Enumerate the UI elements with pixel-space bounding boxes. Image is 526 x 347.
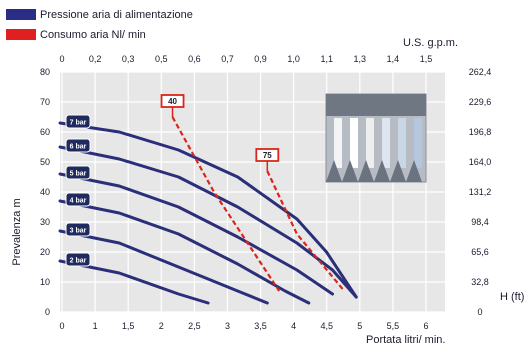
- series-badge: [65, 252, 91, 267]
- x-axis-title: Portata litri/ min.: [366, 334, 445, 346]
- x-tick-label: 6: [423, 321, 428, 331]
- y2-axis-title: H (ft): [500, 291, 524, 303]
- x2-tick-label: 1,0: [287, 54, 300, 64]
- x-tick-label: 1,5: [122, 321, 135, 331]
- x-tick-label: 0: [59, 321, 64, 331]
- legend-swatch-pressure: [6, 9, 36, 20]
- legend-swatch-consumption: [6, 29, 36, 40]
- x-tick-label: 2: [159, 321, 164, 331]
- curve-7-bar: [58, 121, 358, 299]
- legend-label-consumption: Consumo aria Nl/ min: [40, 29, 146, 41]
- x2-tick-label: 0,9: [254, 54, 267, 64]
- y-tick-label: 0: [45, 307, 50, 317]
- y-tick-label: 20: [40, 247, 50, 257]
- x-tick-label: 3,5: [254, 321, 267, 331]
- x2-tick-label: 0,5: [155, 54, 168, 64]
- x-tick-label: 3: [225, 321, 230, 331]
- x2-tick-label: 0: [59, 54, 64, 64]
- y-tick-label: 70: [40, 97, 50, 107]
- x2-tick-label: 0,3: [122, 54, 135, 64]
- x2-axis-title: U.S. g.p.m.: [403, 37, 458, 49]
- series-label: 4 bar: [70, 198, 87, 205]
- y-tick-label: 30: [40, 217, 50, 227]
- x-tick-label: 1: [93, 321, 98, 331]
- x-tick-label: 5: [357, 321, 362, 331]
- curve-6-bar: [58, 145, 358, 299]
- pump-photo-icon: [325, 93, 427, 183]
- legend-label-pressure: Pressione aria di alimentazione: [40, 9, 193, 21]
- y2-tick-label: 131,2: [469, 187, 492, 197]
- y-tick-label: 50: [40, 157, 50, 167]
- consumption-label: 75: [263, 151, 272, 160]
- consumption-box: [160, 94, 185, 108]
- curve-2-bar: [58, 259, 210, 305]
- consumption-label: 40: [168, 97, 177, 106]
- x2-tick-label: 0,7: [221, 54, 234, 64]
- x-tick-label: 4: [291, 321, 296, 331]
- series-label: 2 bar: [70, 258, 87, 265]
- y-tick-label: 40: [40, 187, 50, 197]
- y2-tick-label: 65,6: [471, 247, 489, 257]
- series-badge: [65, 165, 91, 180]
- y-axis-title: Prevalenza m: [11, 198, 23, 265]
- consumption-box: [255, 148, 280, 162]
- series-badge: [65, 192, 91, 207]
- curve-3-bar: [58, 229, 269, 305]
- grid: [60, 71, 445, 313]
- series-badge: [65, 138, 91, 153]
- pressure-curves: 7 bar 6 bar 5 bar 4 bar 3 bar 2 bar: [58, 114, 358, 305]
- series-label: 6 bar: [70, 144, 87, 151]
- series-label: 3 bar: [70, 228, 87, 235]
- x2-tick-label: 1,4: [387, 54, 400, 64]
- x2-tick-label: 0,2: [89, 54, 102, 64]
- x-tick-label: 5,5: [387, 321, 400, 331]
- y2-tick-label: 196,8: [469, 127, 492, 137]
- x2-tick-label: 1,1: [320, 54, 333, 64]
- y2-tick-label: 0: [477, 307, 482, 317]
- y2-tick-label: 32,8: [471, 277, 489, 287]
- curve-5-bar: [58, 172, 334, 296]
- x-tick-label: 2,5: [188, 321, 201, 331]
- consumption-line-40: [171, 116, 281, 292]
- y2-tick-label: 229,6: [469, 97, 492, 107]
- y-tick-label: 80: [40, 67, 50, 77]
- y2-tick-label: 98,4: [471, 217, 489, 227]
- y2-tick-label: 164,0: [469, 157, 492, 167]
- x2-tick-label: 1,5: [420, 54, 433, 64]
- x2-tick-label: 0,6: [188, 54, 201, 64]
- y2-tick-label: 262,4: [469, 67, 492, 77]
- axis-ticks: 0 010 32,820 65,630 98,440 131,250 164,060 196,…: [40, 54, 491, 331]
- series-badge: [65, 114, 91, 129]
- y-tick-label: 10: [40, 277, 50, 287]
- y-tick-label: 60: [40, 127, 50, 137]
- curve-4-bar: [58, 199, 311, 305]
- x2-tick-label: 1,3: [354, 54, 367, 64]
- series-badge: [65, 222, 91, 237]
- consumption-lines: 40 75: [160, 94, 346, 292]
- series-label: 5 bar: [70, 171, 87, 178]
- x-tick-label: 4,5: [320, 321, 333, 331]
- series-label: 7 bar: [70, 120, 87, 127]
